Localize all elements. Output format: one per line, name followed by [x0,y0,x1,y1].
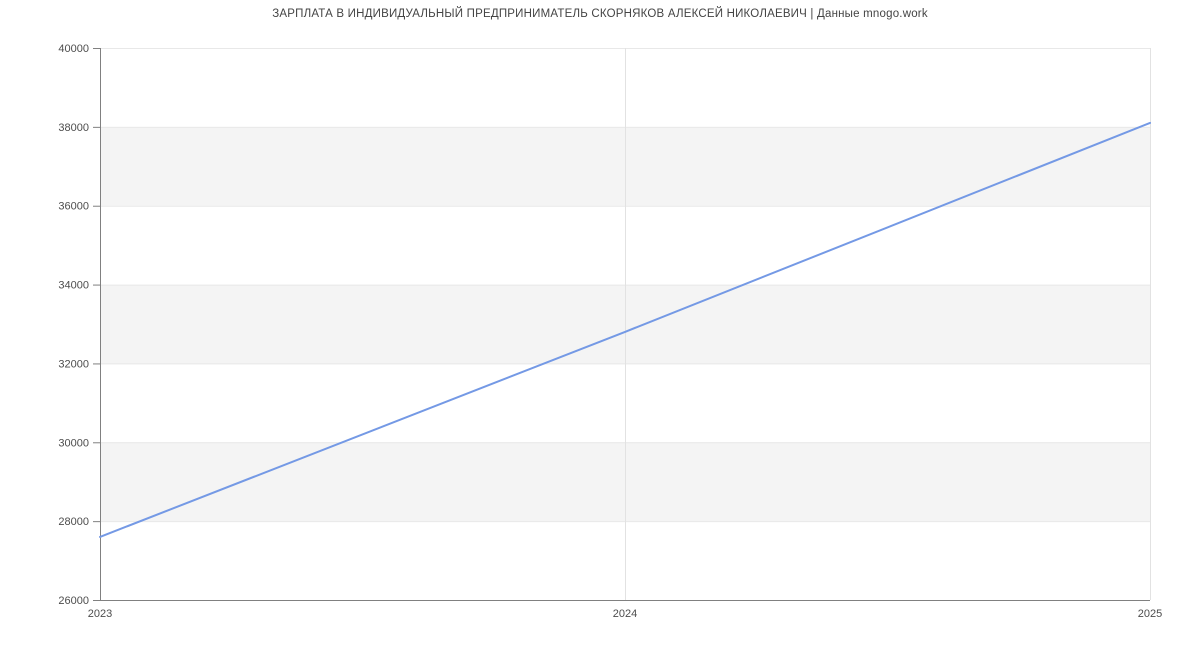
y-tick-label: 34000 [58,280,89,292]
y-tick-label: 30000 [58,437,89,449]
v-gridlines [625,48,1151,600]
chart-title: ЗАРПЛАТА В ИНДИВИДУАЛЬНЫЙ ПРЕДПРИНИМАТЕЛ… [272,8,928,20]
x-tick-label: 2024 [613,608,637,620]
y-tick-label: 40000 [58,43,89,55]
y-tick-label: 26000 [58,595,89,607]
y-tick-label: 38000 [58,122,89,134]
y-tick-labels: 26000 28000 30000 32000 34000 36000 38000 40000 [58,43,89,607]
y-tick-label: 36000 [58,201,89,213]
y-tick-label: 32000 [58,358,89,370]
x-tick-label: 2025 [1138,608,1162,620]
x-tick-labels: 2023 2024 2025 [88,608,1162,620]
salary-line [99,121,1151,538]
x-tick-label: 2023 [88,608,112,620]
axes [93,48,1150,601]
y-tick-label: 28000 [58,516,89,528]
